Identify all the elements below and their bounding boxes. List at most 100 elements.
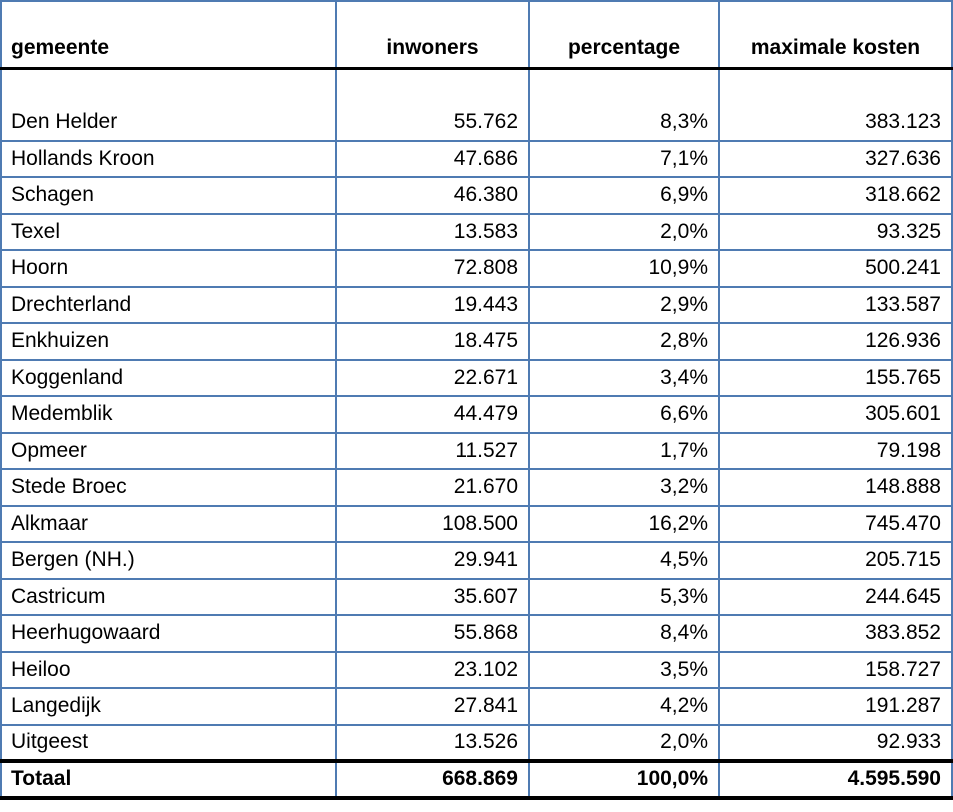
cell-gemeente: Koggenland <box>1 359 337 397</box>
cell-maximale-kosten: 327.636 <box>719 140 953 178</box>
cell-inwoners: 72.808 <box>336 250 530 288</box>
cell-gemeente: Uitgeest <box>1 724 337 762</box>
cell-percentage: 8,3% <box>529 104 720 142</box>
total-inwoners: 668.869 <box>336 759 530 800</box>
spacer-cell <box>529 68 720 104</box>
cell-gemeente: Drechterland <box>1 286 337 324</box>
table-row: Schagen 46.380 6,9% 318.662 <box>1 177 953 215</box>
cell-maximale-kosten: 158.727 <box>719 651 953 689</box>
cell-maximale-kosten: 133.587 <box>719 286 953 324</box>
cell-gemeente: Opmeer <box>1 432 337 470</box>
cell-inwoners: 46.380 <box>336 177 530 215</box>
cell-inwoners: 11.527 <box>336 432 530 470</box>
cell-inwoners: 47.686 <box>336 140 530 178</box>
total-row: Totaal 668.869 100,0% 4.595.590 <box>1 759 953 800</box>
cell-gemeente: Schagen <box>1 177 337 215</box>
spacer-cell <box>1 68 337 104</box>
cell-maximale-kosten: 92.933 <box>719 724 953 762</box>
cell-maximale-kosten: 191.287 <box>719 688 953 726</box>
total-percentage: 100,0% <box>529 759 720 800</box>
cell-inwoners: 44.479 <box>336 396 530 434</box>
cell-percentage: 3,2% <box>529 469 720 507</box>
cell-percentage: 10,9% <box>529 250 720 288</box>
cell-inwoners: 23.102 <box>336 651 530 689</box>
cell-inwoners: 22.671 <box>336 359 530 397</box>
header-row: gemeente inwoners percentage maximale ko… <box>1 1 953 70</box>
cell-inwoners: 108.500 <box>336 505 530 543</box>
cell-gemeente: Heiloo <box>1 651 337 689</box>
cell-maximale-kosten: 79.198 <box>719 432 953 470</box>
cell-inwoners: 35.607 <box>336 578 530 616</box>
cell-percentage: 7,1% <box>529 140 720 178</box>
cell-maximale-kosten: 155.765 <box>719 359 953 397</box>
column-header-percentage: percentage <box>529 1 720 70</box>
cell-maximale-kosten: 148.888 <box>719 469 953 507</box>
cell-gemeente: Den Helder <box>1 104 337 142</box>
column-header-inwoners: inwoners <box>336 1 530 70</box>
cell-gemeente: Bergen (NH.) <box>1 542 337 580</box>
table-row: Den Helder 55.762 8,3% 383.123 <box>1 104 953 142</box>
table-row: Stede Broec 21.670 3,2% 148.888 <box>1 469 953 507</box>
cell-percentage: 4,2% <box>529 688 720 726</box>
cell-percentage: 2,8% <box>529 323 720 361</box>
spacer-cell <box>719 68 953 104</box>
cell-maximale-kosten: 383.852 <box>719 615 953 653</box>
cell-percentage: 1,7% <box>529 432 720 470</box>
cell-percentage: 3,4% <box>529 359 720 397</box>
cell-inwoners: 55.868 <box>336 615 530 653</box>
cell-inwoners: 13.583 <box>336 213 530 251</box>
table-row: Uitgeest 13.526 2,0% 92.933 <box>1 724 953 762</box>
cell-percentage: 4,5% <box>529 542 720 580</box>
cell-percentage: 8,4% <box>529 615 720 653</box>
table-row: Koggenland 22.671 3,4% 155.765 <box>1 359 953 397</box>
cell-inwoners: 55.762 <box>336 104 530 142</box>
cell-inwoners: 29.941 <box>336 542 530 580</box>
table-body: Den Helder 55.762 8,3% 383.123 Hollands Kroo… <box>1 104 953 762</box>
table-row: Hollands Kroon 47.686 7,1% 327.636 <box>1 140 953 178</box>
cell-inwoners: 13.526 <box>336 724 530 762</box>
table-row: Texel 13.583 2,0% 93.325 <box>1 213 953 251</box>
cell-inwoners: 18.475 <box>336 323 530 361</box>
cell-gemeente: Langedijk <box>1 688 337 726</box>
cell-maximale-kosten: 383.123 <box>719 104 953 142</box>
cell-gemeente: Alkmaar <box>1 505 337 543</box>
table-row: Alkmaar 108.500 16,2% 745.470 <box>1 505 953 543</box>
cell-maximale-kosten: 205.715 <box>719 542 953 580</box>
cell-percentage: 6,9% <box>529 177 720 215</box>
cell-gemeente: Medemblik <box>1 396 337 434</box>
column-header-maximale-kosten: maximale kosten <box>719 1 953 70</box>
cell-percentage: 2,9% <box>529 286 720 324</box>
table-row: Castricum 35.607 5,3% 244.645 <box>1 578 953 616</box>
table-row: Heerhugowaard 55.868 8,4% 383.852 <box>1 615 953 653</box>
cell-maximale-kosten: 318.662 <box>719 177 953 215</box>
total-label: Totaal <box>1 759 337 800</box>
total-maximale-kosten: 4.595.590 <box>719 759 953 800</box>
cell-gemeente: Heerhugowaard <box>1 615 337 653</box>
cell-percentage: 16,2% <box>529 505 720 543</box>
column-header-gemeente: gemeente <box>1 1 337 70</box>
cell-maximale-kosten: 244.645 <box>719 578 953 616</box>
table-row: Drechterland 19.443 2,9% 133.587 <box>1 286 953 324</box>
table-row: Langedijk 27.841 4,2% 191.287 <box>1 688 953 726</box>
spacer-cell <box>336 68 530 104</box>
cell-maximale-kosten: 500.241 <box>719 250 953 288</box>
cell-inwoners: 21.670 <box>336 469 530 507</box>
cell-maximale-kosten: 126.936 <box>719 323 953 361</box>
cell-gemeente: Castricum <box>1 578 337 616</box>
table-header: gemeente inwoners percentage maximale ko… <box>1 1 953 70</box>
table-row: Bergen (NH.) 29.941 4,5% 205.715 <box>1 542 953 580</box>
cell-maximale-kosten: 305.601 <box>719 396 953 434</box>
cell-gemeente: Enkhuizen <box>1 323 337 361</box>
cell-percentage: 2,0% <box>529 724 720 762</box>
cell-inwoners: 27.841 <box>336 688 530 726</box>
cell-percentage: 3,5% <box>529 651 720 689</box>
spacer-row <box>1 68 953 104</box>
cell-percentage: 5,3% <box>529 578 720 616</box>
cell-gemeente: Hoorn <box>1 250 337 288</box>
table-row: Opmeer 11.527 1,7% 79.198 <box>1 432 953 470</box>
cell-maximale-kosten: 745.470 <box>719 505 953 543</box>
table-row: Heiloo 23.102 3,5% 158.727 <box>1 651 953 689</box>
table-row: Medemblik 44.479 6,6% 305.601 <box>1 396 953 434</box>
table-row: Enkhuizen 18.475 2,8% 126.936 <box>1 323 953 361</box>
